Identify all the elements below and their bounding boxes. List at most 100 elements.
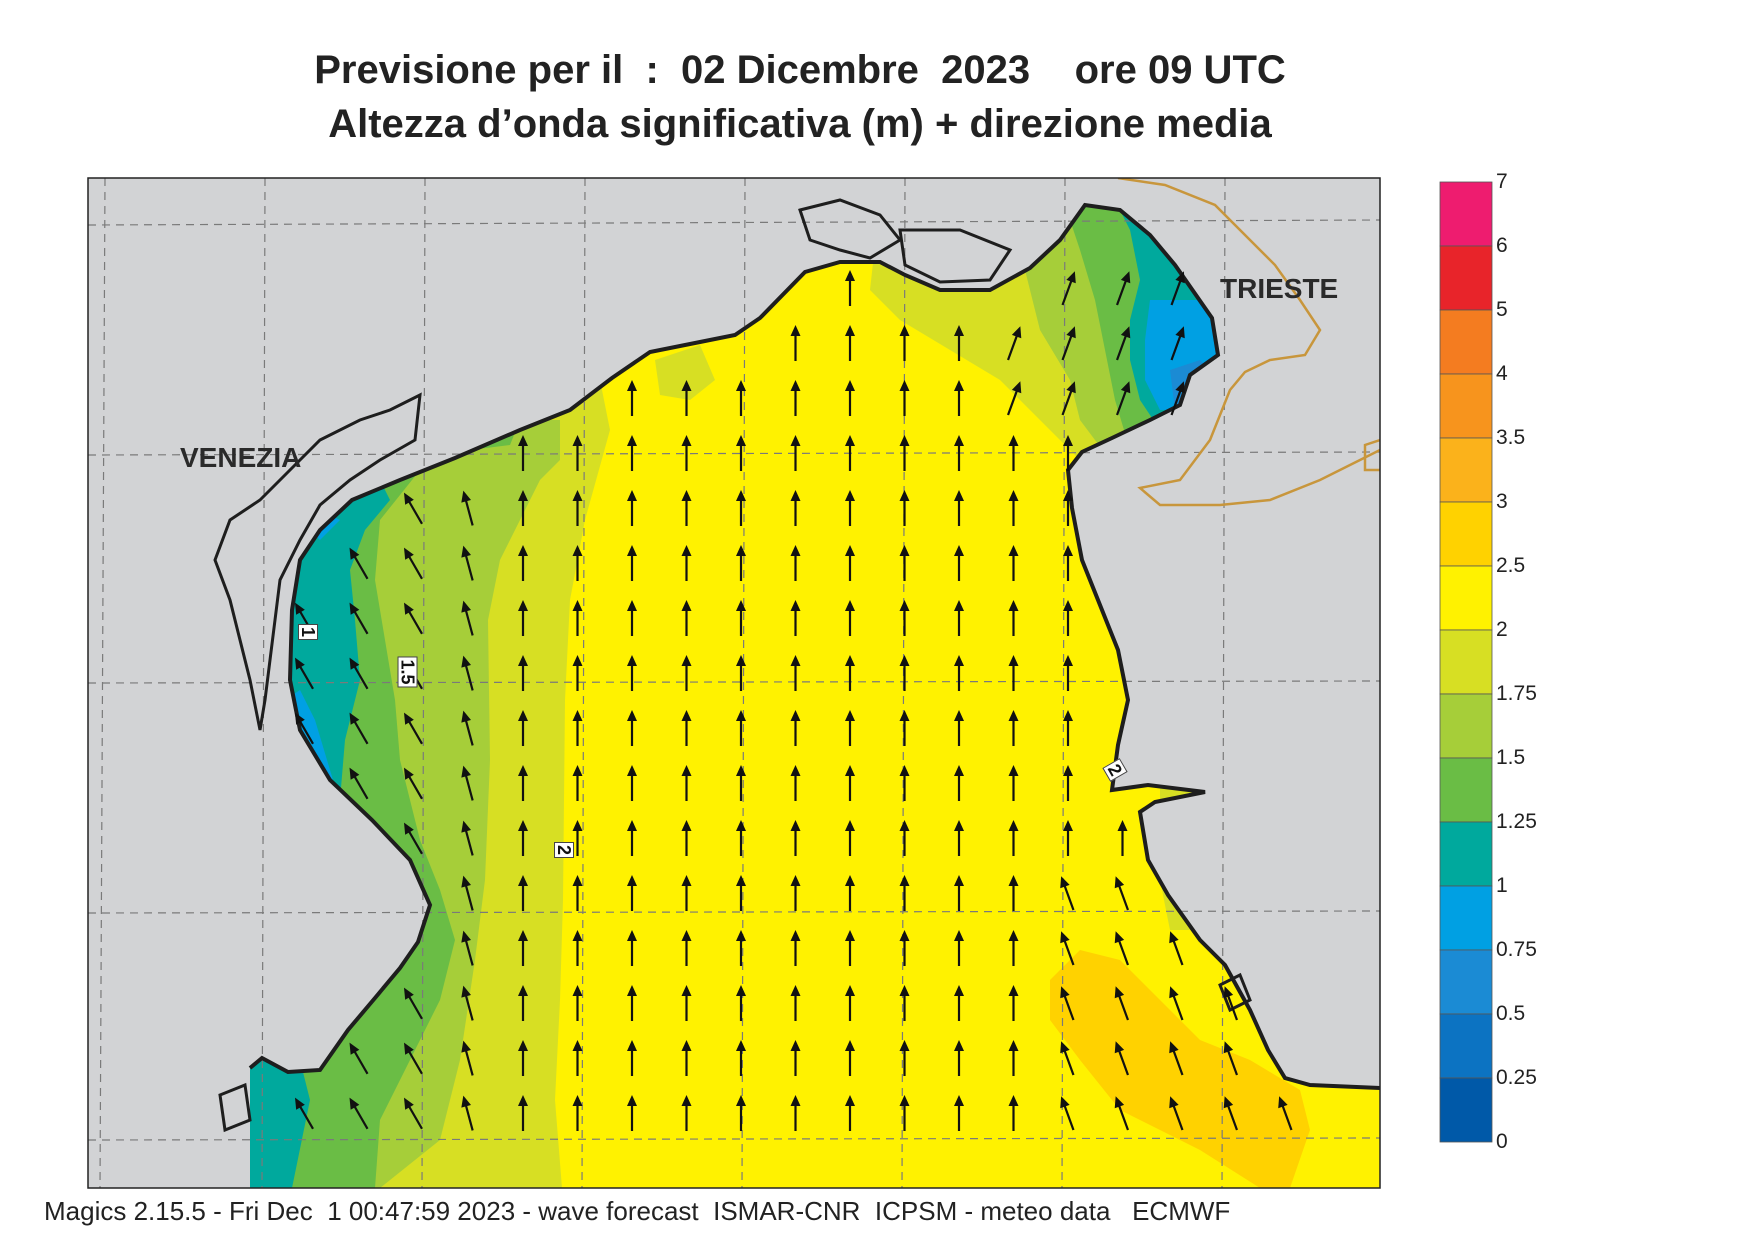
wave-arrow — [790, 1095, 801, 1131]
wave-arrow — [572, 545, 583, 581]
wave-arrow — [954, 1040, 964, 1076]
wave-arrow — [1115, 271, 1131, 306]
wave-arrow — [845, 1040, 855, 1076]
wave-arrow — [1063, 435, 1073, 471]
wave-arrow — [845, 710, 855, 746]
wave-arrow — [1223, 1041, 1239, 1076]
wave-arrow — [954, 820, 964, 856]
wave-arrow — [295, 712, 314, 745]
wave-arrow — [845, 765, 855, 801]
wave-arrow — [1169, 1041, 1184, 1076]
wave-arrow — [790, 710, 801, 746]
wave-arrow — [572, 490, 583, 526]
wave-arrow — [295, 657, 314, 690]
wave-arrow — [845, 325, 855, 361]
colorbar-segment — [1439, 565, 1493, 631]
contour-label-1-5: 1.5 — [397, 656, 418, 688]
wave-arrow — [1063, 600, 1073, 636]
colorbar-segment — [1439, 181, 1493, 247]
wave-arrow — [627, 710, 637, 746]
colorbar-tick-label: 0.5 — [1496, 1002, 1526, 1025]
wave-arrow — [845, 435, 855, 471]
colorbar-tick-label: 5 — [1496, 298, 1508, 321]
wave-arrow — [954, 765, 964, 801]
wave-arrow — [899, 985, 910, 1021]
wave-arrow — [518, 820, 528, 856]
wave-arrow — [518, 1040, 528, 1076]
wave-arrow — [1170, 326, 1185, 361]
wave-arrow — [1169, 1096, 1184, 1131]
wave-arrow — [845, 875, 855, 911]
wave-arrow — [899, 710, 910, 746]
wave-arrow — [736, 875, 746, 911]
wave-arrow — [518, 765, 528, 801]
wave-arrow — [1060, 1096, 1075, 1131]
colorbar-segment — [1439, 373, 1493, 439]
colorbar-tick-label: 2.5 — [1496, 554, 1526, 577]
wave-arrow — [572, 710, 583, 746]
wave-arrow — [736, 380, 746, 416]
wave-arrow — [295, 1097, 314, 1130]
wave-arrow — [572, 820, 583, 856]
wave-arrow — [404, 767, 423, 800]
wave-arrow — [1114, 986, 1130, 1021]
wave-arrow — [790, 1040, 801, 1076]
wave-direction-arrows — [295, 270, 1293, 1131]
wave-arrow — [736, 600, 746, 636]
wave-arrow — [790, 325, 801, 361]
wave-arrow — [1008, 985, 1019, 1021]
wave-arrow — [1008, 1095, 1019, 1131]
wave-arrow — [736, 1095, 746, 1131]
wave-arrow — [899, 545, 910, 581]
wave-arrow — [954, 710, 964, 746]
wave-arrow — [627, 985, 637, 1021]
city-label-venezia: VENEZIA — [180, 442, 302, 473]
wave-arrow — [1061, 271, 1076, 306]
wave-arrow — [404, 987, 423, 1020]
wave-arrow — [572, 875, 583, 911]
wave-arrow — [899, 820, 910, 856]
colorbar-segment — [1439, 309, 1493, 375]
colorbar-segment — [1439, 629, 1493, 695]
colorbar-tick-label: 3 — [1496, 490, 1508, 513]
wave-arrow — [404, 547, 423, 580]
wave-arrow — [845, 985, 855, 1021]
wave-arrow — [1008, 600, 1019, 636]
wave-arrow — [349, 712, 369, 745]
wave-arrow — [954, 325, 964, 361]
colorbar-segment — [1439, 693, 1493, 759]
wave-arrow — [954, 380, 964, 416]
wave-arrow — [518, 1095, 528, 1131]
wave-arrow — [899, 490, 910, 526]
wave-arrow — [404, 712, 423, 745]
wave-arrow — [899, 1095, 910, 1131]
wave-arrow — [461, 820, 474, 856]
wave-arrow — [572, 435, 583, 471]
colorbar-tick-label: 4 — [1496, 362, 1508, 385]
wave-arrow — [1063, 765, 1073, 801]
wave-arrow — [681, 765, 692, 801]
wave-arrow — [681, 600, 692, 636]
colorbar-segment — [1439, 757, 1493, 823]
wave-arrow — [349, 767, 369, 800]
wave-arrow — [627, 930, 637, 966]
wave-arrow — [349, 1042, 369, 1075]
wave-arrow — [349, 602, 369, 635]
wave-arrow — [518, 985, 528, 1021]
wave-arrow — [845, 655, 855, 691]
wave-arrow — [1169, 986, 1184, 1021]
colorbar-tick-label: 6 — [1496, 234, 1508, 257]
wave-arrow — [1223, 986, 1239, 1021]
wave-arrow — [845, 545, 855, 581]
national-border — [1117, 178, 1380, 507]
wave-arrow — [899, 765, 910, 801]
wave-arrow — [1008, 545, 1019, 581]
wave-arrow — [736, 435, 746, 471]
wave-arrow — [899, 875, 910, 911]
map-title-line2: Altezza d’onda significativa (m) + direz… — [328, 102, 1272, 146]
footer-credits: Magics 2.15.5 - Fri Dec 1 00:47:59 2023 … — [44, 1196, 1231, 1226]
colorbar-segment — [1439, 1077, 1493, 1143]
wave-arrow — [790, 435, 801, 471]
wave-arrow — [1060, 931, 1075, 966]
